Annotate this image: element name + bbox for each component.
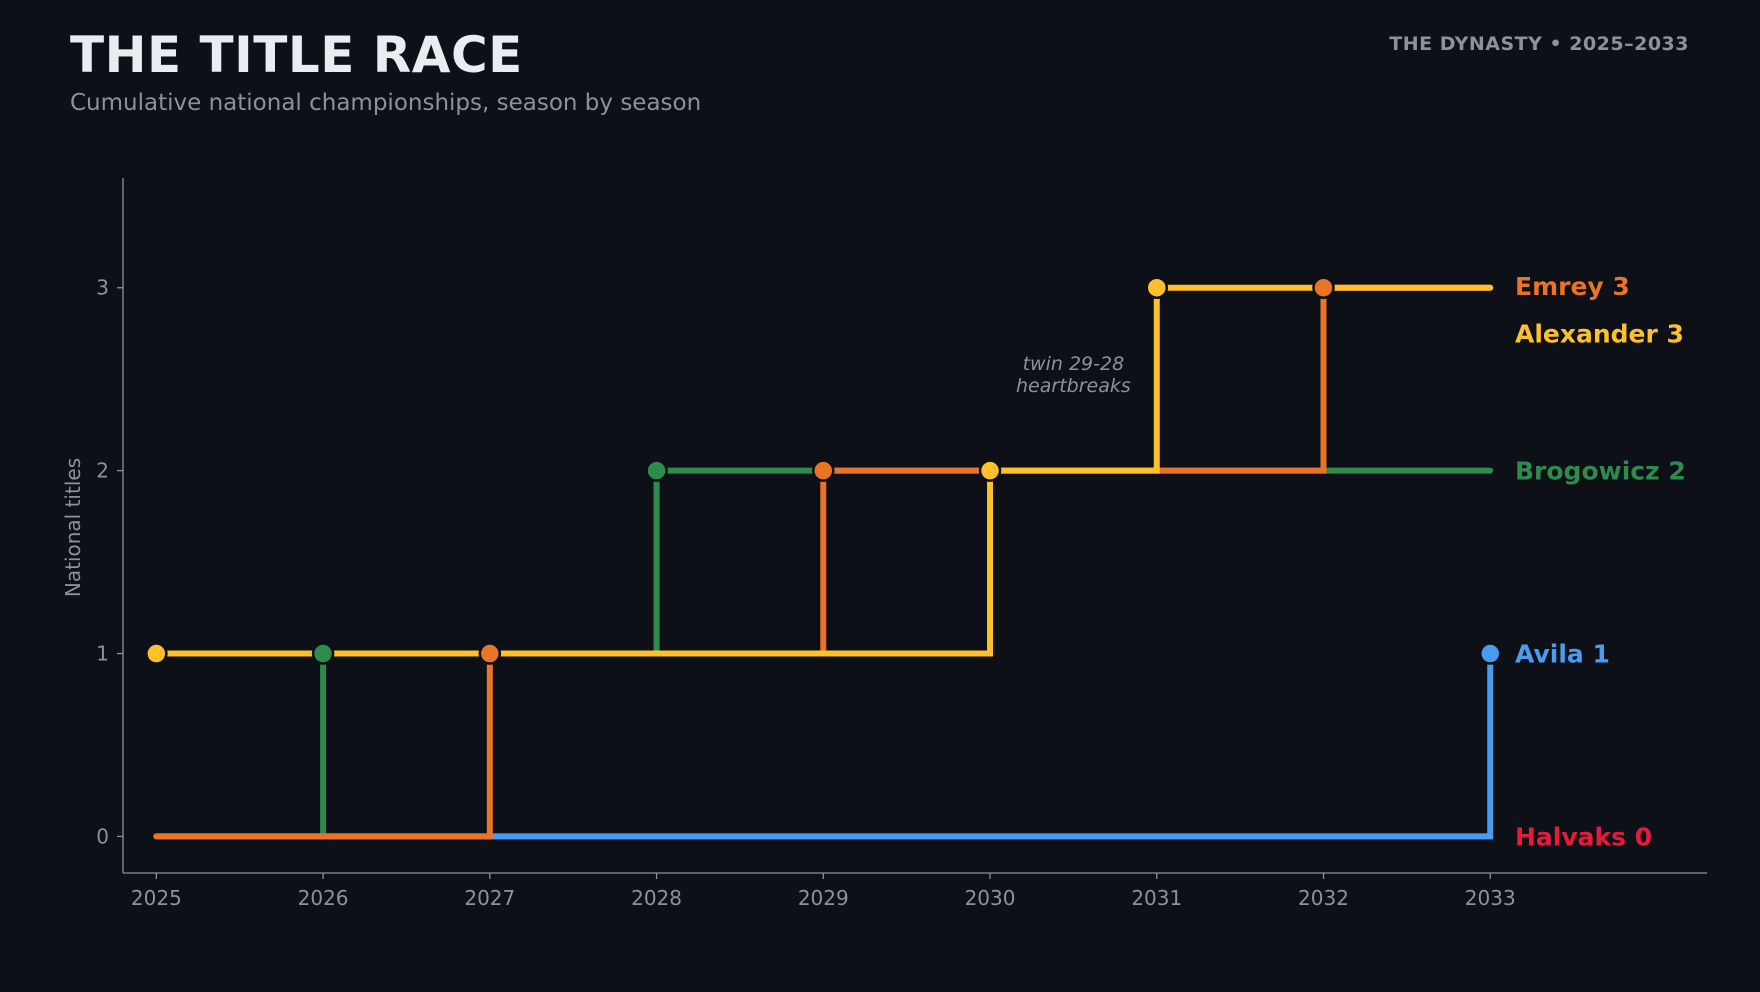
y-tick-label: 3 <box>96 276 109 300</box>
end-labels: Halvaks 0 Avila 1 Brogowicz 2 Emrey 3 Alexan… <box>1515 272 1686 852</box>
series-line-alexander <box>153 284 1494 657</box>
chart-title: THE TITLE RACE <box>70 26 523 84</box>
title-marker-emrey <box>478 642 502 665</box>
annotations: twin 29-28 heartbreaks <box>1016 353 1131 397</box>
axes: 2025 2026 2027 2028 2029 2030 2031 2032 2033 0 1 2 3… <box>61 178 1707 910</box>
end-label-avila: Avila 1 <box>1515 640 1610 669</box>
y-tick-label: 2 <box>96 459 109 483</box>
series-lines <box>153 284 1494 840</box>
y-axis-label: National titles <box>61 458 85 597</box>
chart-subtitle: Cumulative national championships, seaso… <box>70 90 702 116</box>
x-tick-label: 2029 <box>798 886 849 910</box>
x-tick-label: 2031 <box>1131 886 1182 910</box>
x-tick-label: 2026 <box>298 886 349 910</box>
title-marker-emrey <box>812 459 835 482</box>
end-label-emrey: Emrey 3 <box>1515 272 1630 301</box>
y-tick-label: 1 <box>96 642 109 666</box>
x-tick-label: 2025 <box>131 886 182 910</box>
x-tick-label: 2027 <box>464 886 515 910</box>
title-marker-alexander <box>145 642 168 665</box>
end-label-brogowicz: Brogowicz 2 <box>1515 457 1686 486</box>
title-marker-avila <box>1478 642 1502 665</box>
y-tick-label: 0 <box>96 824 109 848</box>
title-marker-alexander <box>1145 276 1169 299</box>
title-markers <box>145 276 1502 665</box>
header-tag: THE DYNASTY • 2025–2033 <box>1389 33 1689 55</box>
series-line-emrey <box>153 284 1494 840</box>
end-label-alexander: Alexander 3 <box>1515 319 1684 348</box>
title-marker-emrey <box>1312 276 1335 299</box>
x-tick-label: 2030 <box>965 886 1016 910</box>
series-line-avila <box>153 650 1494 840</box>
x-tick-label: 2032 <box>1298 886 1349 910</box>
annotation: twin 29-28 heartbreaks <box>1016 353 1131 397</box>
end-label-halvaks: Halvaks 0 <box>1515 822 1652 851</box>
x-tick-label: 2033 <box>1465 886 1516 910</box>
x-tick-label: 2028 <box>631 886 682 910</box>
title-marker-brogowicz <box>645 459 668 482</box>
title-marker-brogowicz <box>311 642 335 665</box>
title-marker-alexander <box>978 459 1002 482</box>
